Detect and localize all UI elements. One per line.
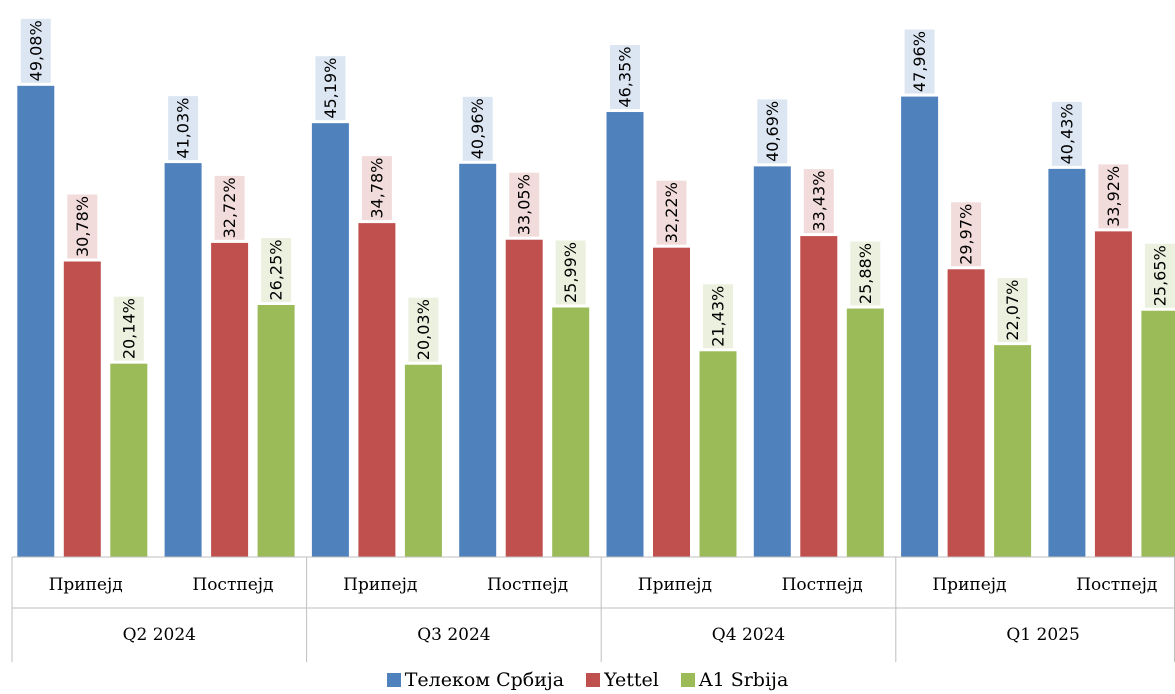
data-label-yettel-1: 32,72% bbox=[220, 177, 239, 238]
data-label-bg-телеком-србија-1 bbox=[168, 96, 199, 161]
bar-телеком-србија-6 bbox=[901, 96, 939, 558]
tick-label-3-1: Постпејд bbox=[1076, 575, 1157, 595]
data-label-yettel-0: 30,78% bbox=[73, 196, 92, 257]
bar-yettel-2 bbox=[358, 223, 396, 557]
data-label-bg-yettel-2 bbox=[361, 156, 392, 221]
grouped-bar-chart: 49,08% 30,78% 20,14% 41,03% 32,72% 26,25% 45,1… bbox=[11, 18, 1175, 662]
legend-item-yettel: Yettel bbox=[586, 669, 659, 691]
legend-item-telekom: Телеком Србија bbox=[386, 668, 565, 691]
data-label-bg-телеком-србија-2 bbox=[315, 56, 346, 121]
data-label-bg-a1-srbija-2 bbox=[408, 297, 439, 362]
bar-телеком-србија-5 bbox=[753, 166, 791, 557]
bar-yettel-1 bbox=[211, 242, 249, 557]
data-label-bg-yettel-7 bbox=[1098, 164, 1129, 229]
data-label-a1-srbija-7: 25,65% bbox=[1150, 245, 1169, 306]
bar-yettel-3 bbox=[505, 239, 543, 557]
tick-label-2-0: Припејд bbox=[638, 575, 712, 595]
data-label-bg-a1-srbija-5 bbox=[850, 241, 881, 306]
bar-телеком-србија-4 bbox=[606, 112, 644, 557]
data-label-bg-телеком-србија-7 bbox=[1051, 101, 1082, 166]
data-label-bg-yettel-4 bbox=[656, 180, 687, 245]
bar-yettel-0 bbox=[63, 261, 101, 557]
data-label-bg-a1-srbija-6 bbox=[997, 278, 1028, 343]
data-label-bg-телеком-србија-3 bbox=[462, 96, 493, 161]
tick-label-1-1: Постпејд bbox=[487, 575, 568, 595]
legend-label-telekom: Телеком Србија bbox=[404, 668, 565, 691]
bar-a1-srbija-0 bbox=[110, 363, 148, 557]
data-label-yettel-3: 33,05% bbox=[515, 174, 534, 235]
data-label-bg-yettel-3 bbox=[509, 172, 540, 237]
legend-swatch-yettel bbox=[586, 672, 601, 687]
bar-a1-srbija-6 bbox=[994, 345, 1032, 557]
bar-yettel-6 bbox=[947, 269, 985, 557]
tick-label-0-1: Постпејд bbox=[192, 575, 273, 595]
legend-swatch-a1 bbox=[680, 672, 695, 687]
data-label-bg-телеком-србија-5 bbox=[757, 99, 788, 164]
data-label-a1-srbija-0: 20,14% bbox=[119, 298, 138, 359]
data-label-телеком-србија-6: 47,96% bbox=[910, 31, 929, 92]
data-label-bg-a1-srbija-7 bbox=[1144, 243, 1175, 308]
data-label-bg-телеком-србија-0 bbox=[20, 18, 51, 83]
data-label-bg-a1-srbija-0 bbox=[113, 296, 144, 361]
data-label-телеком-србија-3: 40,96% bbox=[468, 98, 487, 159]
legend-item-a1: A1 Srbija bbox=[680, 668, 789, 691]
category-axis: Припејд Постпејд Q2 2024 Припејд Постпејд Q3 … bbox=[11, 556, 1175, 662]
bar-yettel-4 bbox=[653, 247, 690, 558]
group-label-3: Q1 2025 bbox=[1006, 625, 1079, 645]
tick-label-0-0: Припејд bbox=[49, 575, 123, 595]
data-label-a1-srbija-1: 26,25% bbox=[267, 239, 286, 300]
bar-yettel-5 bbox=[800, 236, 838, 557]
group-label-0: Q2 2024 bbox=[123, 625, 196, 645]
bars-layer bbox=[17, 85, 1175, 558]
bar-телеком-србија-3 bbox=[459, 163, 497, 557]
data-label-телеком-србија-4: 46,35% bbox=[616, 47, 635, 108]
data-label-a1-srbija-3: 25,99% bbox=[561, 242, 580, 303]
data-label-a1-srbija-2: 20,03% bbox=[414, 299, 433, 360]
tick-label-3-0: Припејд bbox=[932, 575, 1006, 595]
data-label-yettel-2: 34,78% bbox=[367, 158, 386, 219]
bar-телеком-србија-1 bbox=[164, 163, 202, 557]
data-label-a1-srbija-5: 25,88% bbox=[856, 243, 875, 304]
data-label-yettel-4: 32,22% bbox=[662, 182, 681, 243]
legend-label-a1: A1 Srbija bbox=[698, 668, 789, 691]
group-label-2: Q4 2024 bbox=[712, 625, 785, 645]
data-label-bg-yettel-1 bbox=[214, 175, 245, 240]
bar-телеком-србија-2 bbox=[311, 123, 349, 558]
data-label-a1-srbija-4: 21,43% bbox=[709, 286, 728, 347]
data-label-bg-yettel-0 bbox=[67, 194, 98, 259]
bar-a1-srbija-2 bbox=[404, 364, 442, 557]
data-labels-layer: 49,08% 30,78% 20,14% 41,03% 32,72% 26,25% 45,1… bbox=[20, 18, 1175, 362]
group-label-1: Q3 2024 bbox=[417, 625, 490, 645]
data-label-a1-srbija-6: 22,07% bbox=[1003, 280, 1022, 341]
bar-yettel-7 bbox=[1094, 231, 1132, 558]
tick-label-1-0: Припејд bbox=[343, 575, 417, 595]
bar-a1-srbija-7 bbox=[1141, 310, 1175, 557]
data-label-bg-yettel-5 bbox=[803, 169, 834, 234]
data-label-телеком-србија-2: 45,19% bbox=[321, 58, 340, 119]
bar-телеком-србија-0 bbox=[17, 85, 55, 557]
bar-a1-srbija-5 bbox=[846, 308, 884, 557]
data-label-bg-a1-srbija-4 bbox=[703, 284, 733, 349]
legend-swatch-telekom bbox=[386, 672, 401, 687]
bar-a1-srbija-3 bbox=[552, 307, 590, 557]
data-label-yettel-7: 33,92% bbox=[1104, 166, 1123, 227]
legend-label-yettel: Yettel bbox=[604, 668, 659, 691]
bar-a1-srbija-4 bbox=[699, 351, 737, 557]
data-label-телеком-србија-5: 40,69% bbox=[763, 101, 782, 162]
data-label-телеком-србија-7: 40,43% bbox=[1057, 103, 1076, 164]
data-label-bg-телеком-србија-6 bbox=[904, 29, 935, 94]
data-label-телеком-србија-1: 41,03% bbox=[174, 98, 193, 159]
data-label-телеком-србија-0: 49,08% bbox=[26, 20, 45, 81]
data-label-yettel-5: 33,43% bbox=[809, 171, 828, 232]
data-label-bg-yettel-6 bbox=[951, 202, 982, 267]
legend: Телеком Србија Yettel A1 Srbija bbox=[0, 665, 1175, 694]
data-label-yettel-6: 29,97% bbox=[957, 204, 976, 265]
data-label-bg-a1-srbija-3 bbox=[555, 240, 586, 305]
tick-label-2-1: Постпејд bbox=[782, 575, 863, 595]
bar-a1-srbija-1 bbox=[257, 305, 295, 557]
data-label-bg-телеком-србија-4 bbox=[610, 45, 640, 110]
bar-телеком-србија-7 bbox=[1048, 168, 1086, 557]
data-label-bg-a1-srbija-1 bbox=[261, 238, 292, 302]
